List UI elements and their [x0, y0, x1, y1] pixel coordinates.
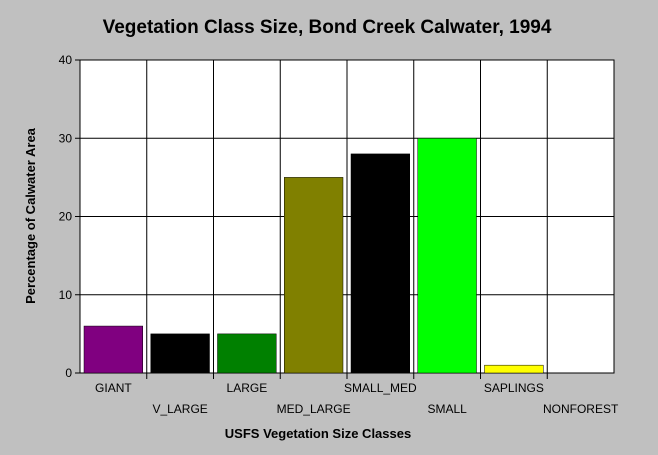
y-axis-title: Percentage of Calwater Area — [23, 127, 38, 304]
bar-giant — [83, 325, 143, 374]
bar-saplings — [484, 364, 544, 374]
x-category-label: V_LARGE — [152, 402, 207, 416]
bar-large — [217, 333, 277, 374]
x-category-label: MED_LARGE — [277, 402, 351, 416]
x-category-label: LARGE — [227, 381, 268, 395]
bar-v-large — [150, 333, 210, 374]
y-tick-label: 40 — [59, 53, 73, 67]
x-category-label: NONFOREST — [543, 402, 619, 416]
bar-med-large — [284, 177, 344, 374]
x-category-label: SMALL — [427, 402, 467, 416]
x-category-label: SAPLINGS — [484, 381, 544, 395]
x-category-label: GIANT — [95, 381, 132, 395]
bar-small — [417, 138, 477, 374]
bar-small-med — [350, 153, 410, 374]
chart-title: Vegetation Class Size, Bond Creek Calwat… — [103, 17, 552, 38]
x-category-label: SMALL_MED — [344, 381, 417, 395]
y-tick-label: 30 — [59, 131, 73, 145]
y-tick-label: 20 — [59, 210, 73, 224]
x-axis-title: USFS Vegetation Size Classes — [225, 426, 411, 441]
y-tick-label: 0 — [65, 366, 72, 380]
y-tick-label: 10 — [59, 288, 73, 302]
